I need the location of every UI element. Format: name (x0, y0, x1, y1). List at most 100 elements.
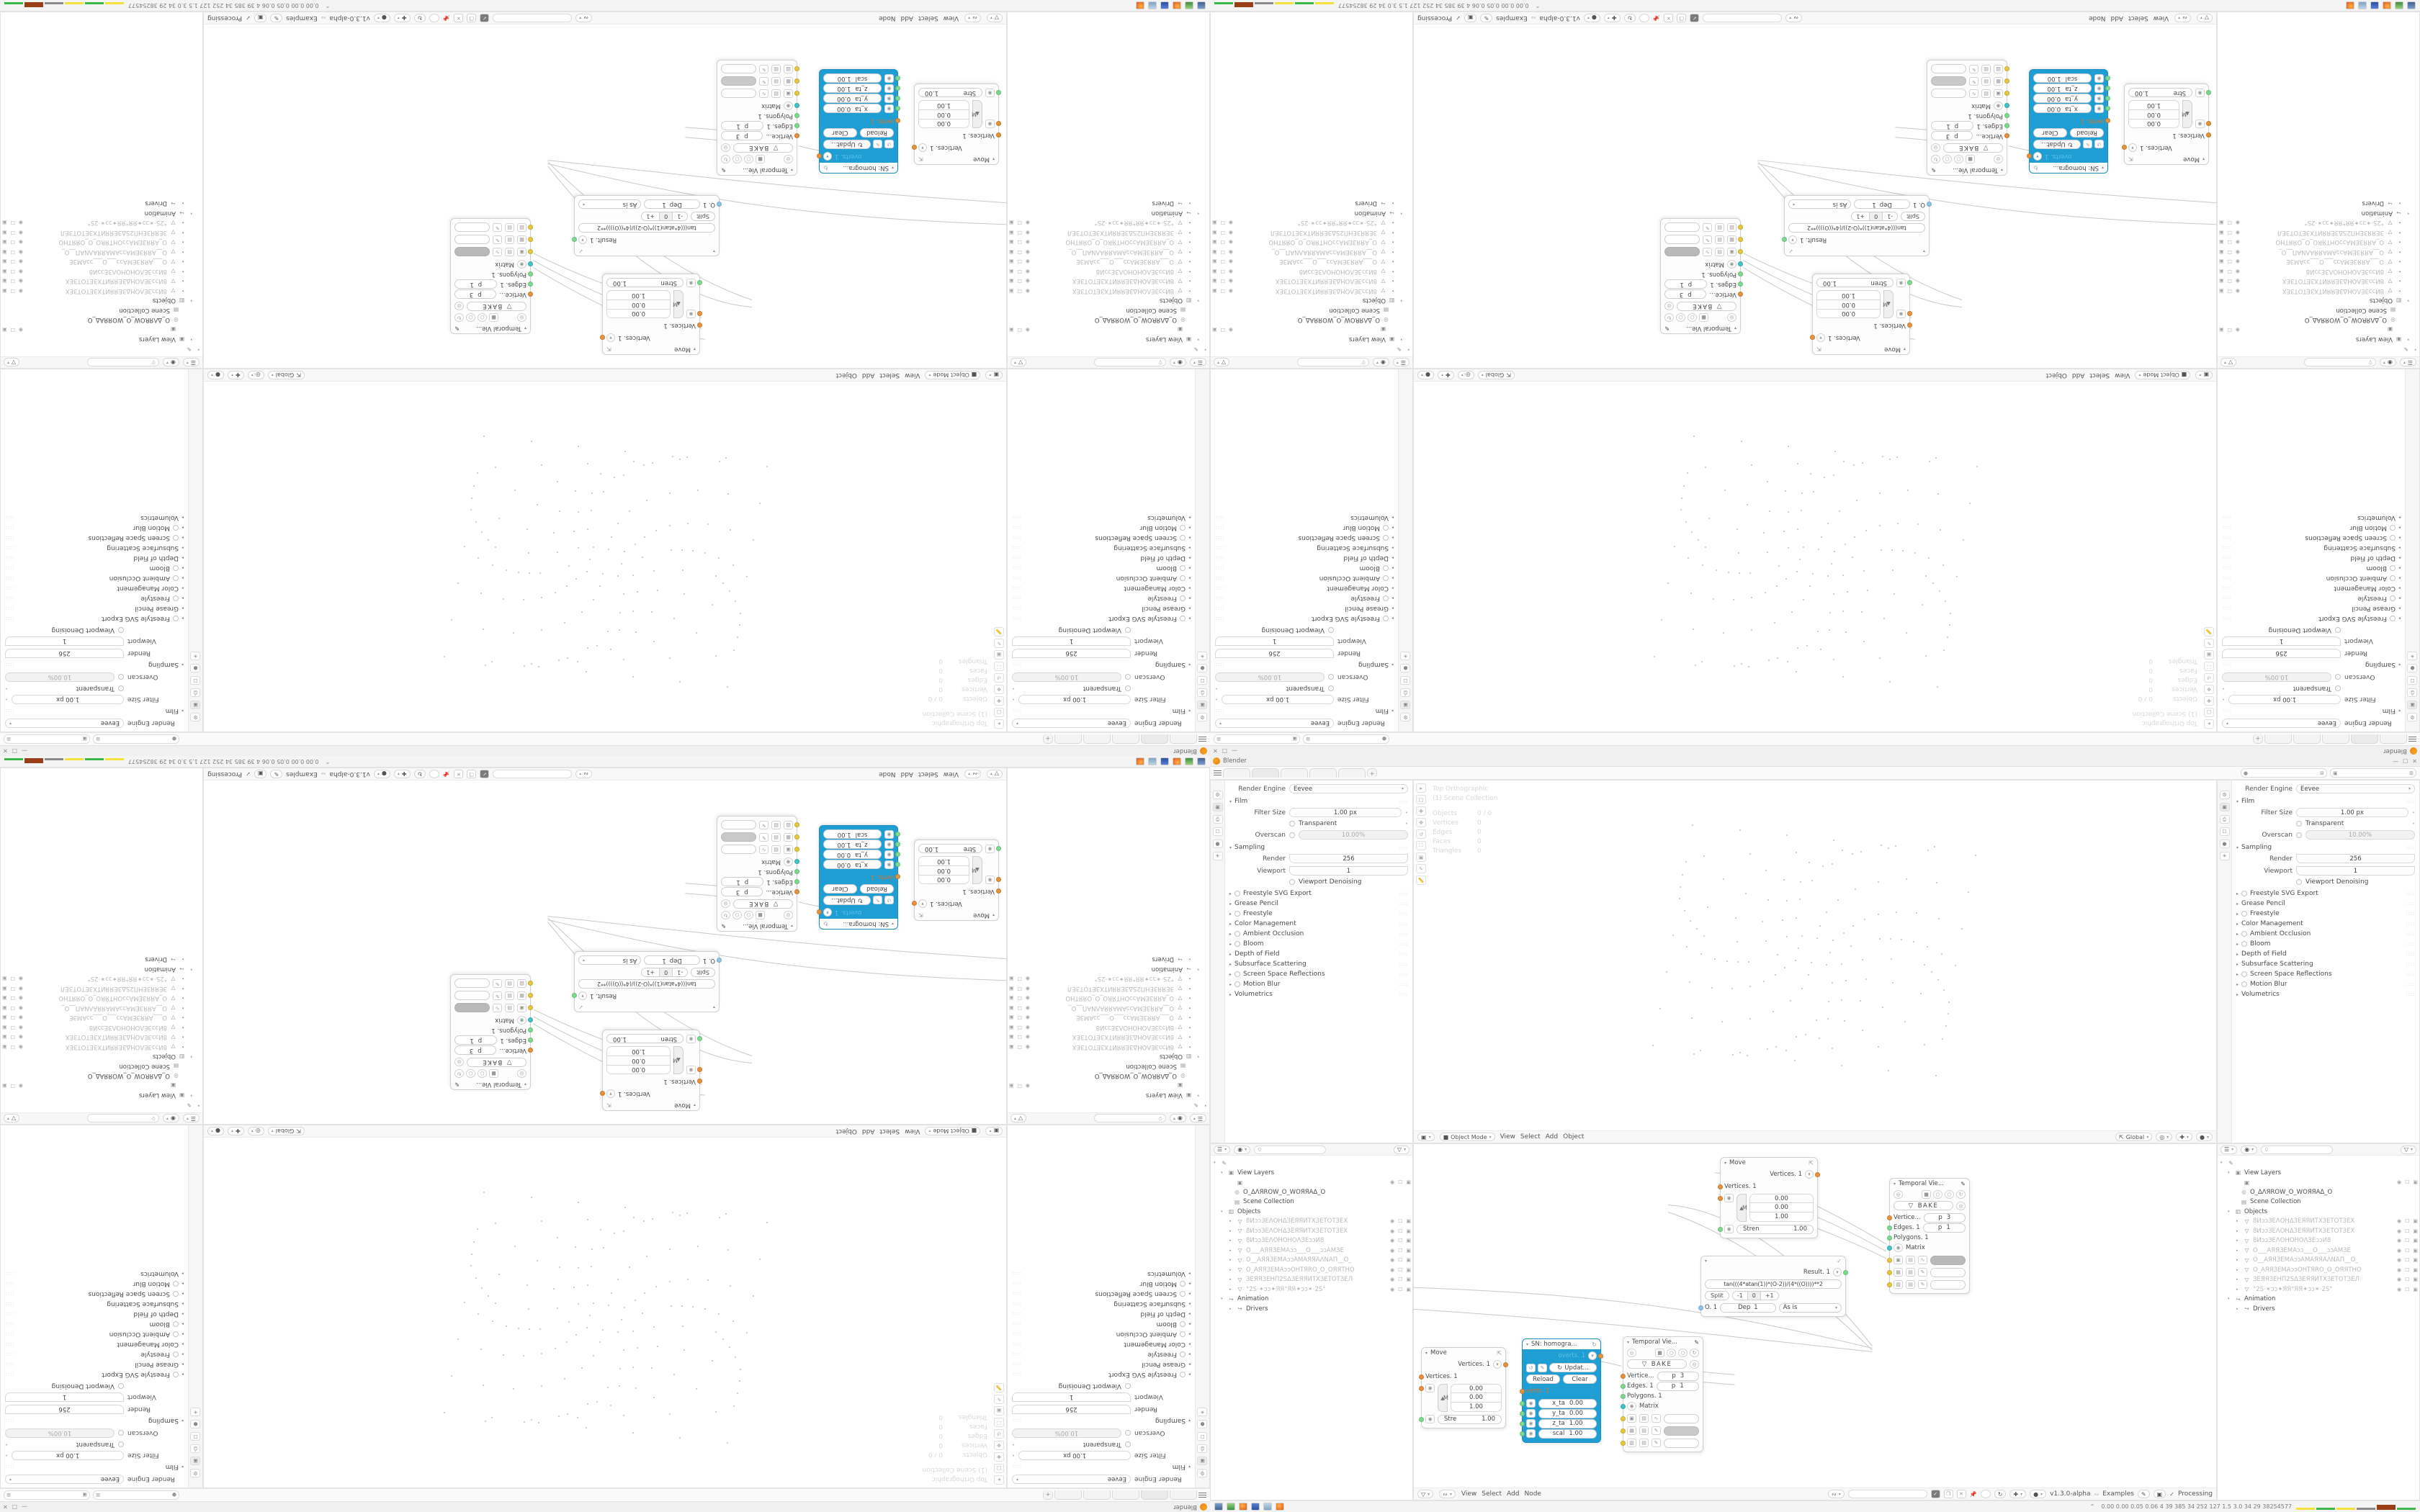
tool-move-icon[interactable]: ✥ (994, 685, 1004, 694)
color-swatch-1[interactable] (1664, 1413, 1699, 1423)
disclosure-triangle-icon[interactable]: ▾ (2228, 1209, 2230, 1214)
socket-in-strength[interactable] (697, 1036, 702, 1042)
outliner-row-toggles[interactable]: ◉ ☐ ▣ (1009, 288, 1030, 294)
pencil-icon[interactable]: ✎ (1931, 166, 1936, 174)
outliner-row-toggles[interactable]: ◉ ☐ ▣ (2, 288, 23, 294)
viewport-menu-object[interactable]: Object (1563, 1133, 1585, 1141)
animate-dot-icon[interactable]: • (5, 696, 9, 703)
filter-size-field[interactable]: 1.00 px (1289, 808, 1402, 817)
socket-matrix[interactable] (1887, 1245, 1892, 1251)
socket-in-vcol-3[interactable] (1738, 225, 1743, 230)
viewport-menu-view[interactable]: View (905, 1127, 920, 1135)
tool-move-icon[interactable]: ✥ (994, 1441, 1004, 1450)
node-move-top[interactable]: ▾ Move ⇱ Vertices. 1 ▾ (1718, 1157, 1820, 1239)
show-edges-icon[interactable]: ○ (744, 154, 753, 163)
outliner-row[interactable]: ▸ ▽ O_AЯЯЗEMAɔɔOHTЯRO_O_OЯЯTHO ◉ ☐ ▣ (1009, 238, 1208, 248)
monitor-icon[interactable]: ☐ (2405, 1238, 2410, 1244)
tab-tool[interactable]: ⚙ (1212, 791, 1223, 799)
node-tree-name-input[interactable] (1847, 1490, 1927, 1498)
outliner-row-toggles[interactable]: ◉ ☐ ▣ (1390, 1218, 1411, 1224)
duplicate-icon[interactable]: ❐ (1677, 14, 1687, 22)
property-panel-freestyle[interactable]: ▸ Freestyle:::: (2236, 909, 2415, 919)
filter-size-field[interactable]: 1.00 px (1018, 695, 1131, 704)
node-header[interactable]: ▾ Temporal Vie... ✎ (1927, 165, 2007, 175)
camera-icon[interactable]: ▣ (2, 1024, 7, 1030)
outliner-row[interactable]: ▸ ▽ O_AЯЯЗEMAɔɔOHTЯRO_O_OЯЯTHO ◉ ☐ ▣ (1212, 238, 1411, 248)
property-panel-ambient-occlusion[interactable]: ▸ Ambient Occlusion:::: (5, 1329, 184, 1339)
eye-icon[interactable]: ◉ (1389, 1247, 1395, 1254)
disclosure-triangle-icon[interactable]: ▸ (1188, 1025, 1191, 1030)
property-panel-grease-pencil[interactable]: ▸ Grease Pencil:::: (2222, 603, 2401, 613)
socket-menu-icon[interactable]: ▾ (1788, 235, 1797, 244)
property-panel-ambient-occlusion[interactable]: ▸ Ambient Occlusion:::: (2236, 929, 2415, 939)
socket-in-vcol-2[interactable] (1887, 1269, 1892, 1275)
disclosure-triangle-icon[interactable]: ▾ (190, 966, 192, 971)
monitor-icon[interactable]: ☐ (2227, 287, 2232, 294)
socket-menu-icon[interactable]: ▾ (2033, 151, 2042, 161)
outliner-row[interactable]: ▸ ▽ O__AЯЯЗEMAɔɔAMAЯЯAΛNAП__O_ ◉ ☐ ▣ (2219, 247, 2418, 257)
move-x-field[interactable]: 0.00 (918, 874, 969, 884)
eye-icon[interactable]: ◉ (1228, 326, 1234, 333)
sn-param-field[interactable]: z_ta 1.00 (823, 84, 882, 94)
animate-dot-icon[interactable]: • (1012, 1452, 1016, 1459)
node-header[interactable]: ▾ Move ⇱ (603, 1100, 699, 1110)
monitor-icon[interactable]: ☐ (2405, 1179, 2410, 1186)
socket-vertice[interactable] (1738, 292, 1743, 297)
disclosure-triangle-icon[interactable]: ▸ (2236, 1248, 2238, 1253)
tool-measure-icon[interactable]: 📏 (994, 627, 1004, 636)
film-section-header[interactable]: ▾ Film :::: (5, 1463, 184, 1470)
property-panel-freestyle[interactable]: ▸ Freestyle:::: (1012, 593, 1191, 603)
pencil-icon[interactable]: ✎ (721, 166, 726, 174)
outliner-row[interactable]: ▾ ↪ Animation (2219, 208, 2418, 218)
node-tree-name-input[interactable] (493, 770, 573, 778)
property-panel-screen-space-reflections[interactable]: ▸ Screen Space Reflections:::: (5, 533, 184, 543)
socket-polygons[interactable] (1887, 1235, 1892, 1241)
move-z-field[interactable]: 1.00 (918, 855, 969, 865)
viewport-denoising-checkbox[interactable] (2296, 879, 2302, 885)
segment-minus-one[interactable]: -1 (672, 967, 689, 977)
bake-options-icon[interactable]: ◎ (721, 143, 730, 153)
tool-select-box-icon[interactable]: □ (994, 1464, 1004, 1473)
bake-button[interactable]: ▽ BAKE (733, 899, 793, 909)
socket-polygons[interactable] (528, 271, 533, 277)
camera-icon[interactable]: ▣ (1009, 248, 1014, 255)
monitor-icon[interactable]: ☐ (1220, 268, 1225, 274)
monitor-icon[interactable]: ☐ (1398, 1266, 1403, 1273)
node-temporal-viewer-bottom[interactable]: ▾ Temporal Vie... ✎ ◎ ■ ○ ○ ↻ (717, 59, 799, 176)
outliner-row[interactable]: ▤ Scene Collection (2219, 305, 2418, 315)
add-workspace-button[interactable]: + (1367, 768, 1377, 778)
show-matrix-icon[interactable]: ↻ (1664, 312, 1674, 322)
chevron-down-icon[interactable]: ▾ (1526, 1341, 1529, 1347)
show-verts-icon[interactable]: ■ (1966, 154, 1975, 163)
outliner-row-toggles[interactable]: ◉ ☐ ▣ (1212, 269, 1233, 274)
socket-in-o[interactable] (1698, 1305, 1703, 1310)
property-panel-bloom[interactable]: ▸ Bloom:::: (1215, 563, 1394, 573)
link-icon[interactable]: ◉ (686, 309, 696, 318)
monitor-icon[interactable]: ☐ (1017, 1004, 1022, 1011)
property-panel-volumetrics[interactable]: ▸ Volumetrics:::: (2236, 989, 2415, 999)
animate-dot-icon[interactable]: • (1215, 696, 1219, 703)
script-edit-icon[interactable]: ✎ (1538, 1363, 1547, 1372)
disclosure-triangle-icon[interactable]: ▸ (2398, 269, 2401, 274)
bake-button[interactable]: ▽ BAKE (733, 143, 793, 153)
proportional-edit-toggle[interactable]: ● ▾ (1417, 370, 1434, 379)
disclosure-triangle-icon[interactable]: ▸ (1188, 957, 1191, 962)
viewport-denoising-checkbox[interactable] (118, 1383, 124, 1389)
pencil-icon[interactable]: ✎ (1664, 325, 1670, 332)
monitor-icon[interactable]: ☐ (1220, 220, 1225, 226)
move-y-field[interactable]: 0.00 M (918, 109, 977, 119)
sn-param-field[interactable]: y_ta 0.00 (823, 850, 882, 860)
tool-annotate-icon[interactable]: ✎ (994, 1395, 1004, 1404)
outliner-row[interactable]: ◎ O_ΔΛЯROW_O_WOЯЯAΔ_O (2219, 1187, 2418, 1197)
camera-icon[interactable]: ▣ (2219, 220, 2224, 226)
monitor-icon[interactable]: ☐ (2227, 258, 2232, 265)
camera-icon[interactable]: ▣ (2219, 287, 2224, 294)
window-controls[interactable]: — ☐ ✕ (3, 748, 27, 755)
chevron-down-icon[interactable]: ▾ (524, 1081, 526, 1087)
outliner-row[interactable]: ▾ ↪ Animation (1009, 208, 1208, 218)
monitor-icon[interactable]: ☐ (10, 1024, 15, 1030)
tab-world[interactable]: ☀ (1212, 852, 1223, 860)
chevron-down-icon[interactable]: ▾ (1922, 248, 1925, 253)
